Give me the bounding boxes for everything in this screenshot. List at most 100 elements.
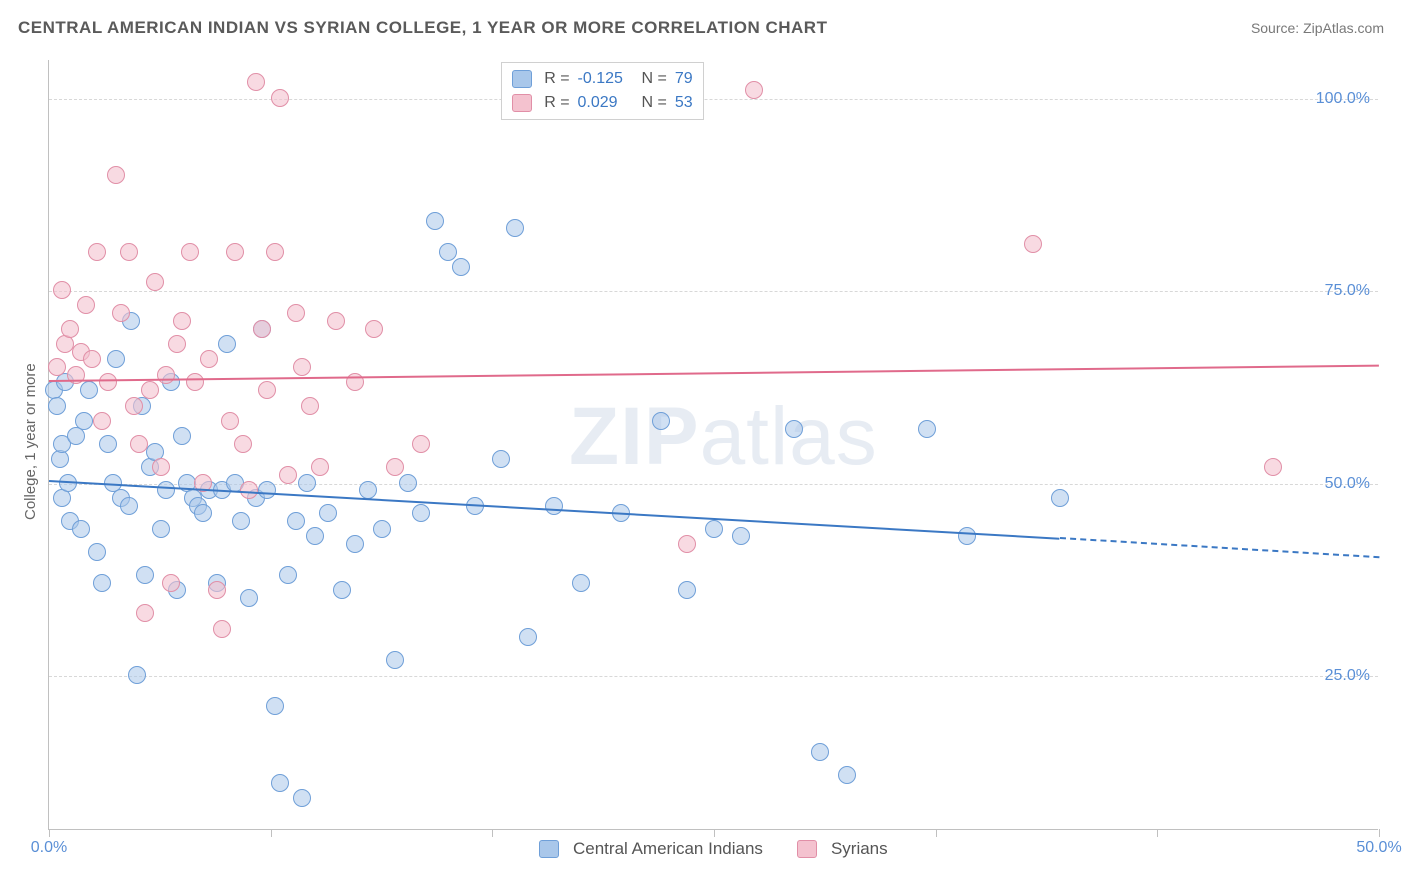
data-point bbox=[157, 481, 175, 499]
data-point bbox=[333, 581, 351, 599]
x-tick bbox=[271, 829, 272, 837]
data-point bbox=[200, 350, 218, 368]
y-tick-label: 25.0% bbox=[1325, 667, 1370, 685]
data-point bbox=[120, 243, 138, 261]
data-point bbox=[136, 566, 154, 584]
data-point bbox=[112, 304, 130, 322]
data-point bbox=[240, 589, 258, 607]
y-axis-label: College, 1 year or more bbox=[22, 363, 39, 520]
x-tick bbox=[1157, 829, 1158, 837]
data-point bbox=[426, 212, 444, 230]
y-tick-label: 100.0% bbox=[1316, 90, 1370, 108]
data-point bbox=[77, 296, 95, 314]
series-legend: Central American IndiansSyrians bbox=[539, 839, 912, 859]
x-tick-label: 50.0% bbox=[1356, 839, 1401, 857]
data-point bbox=[492, 450, 510, 468]
data-point bbox=[186, 373, 204, 391]
data-point bbox=[80, 381, 98, 399]
data-point bbox=[958, 527, 976, 545]
data-point bbox=[107, 166, 125, 184]
data-point bbox=[234, 435, 252, 453]
y-tick-label: 75.0% bbox=[1325, 282, 1370, 300]
data-point bbox=[293, 789, 311, 807]
data-point bbox=[506, 219, 524, 237]
data-point bbox=[162, 574, 180, 592]
data-point bbox=[652, 412, 670, 430]
data-point bbox=[48, 358, 66, 376]
data-point bbox=[838, 766, 856, 784]
x-tick bbox=[1379, 829, 1380, 837]
n-label: N = bbox=[642, 91, 667, 115]
data-point bbox=[51, 450, 69, 468]
data-point bbox=[918, 420, 936, 438]
data-point bbox=[208, 581, 226, 599]
data-point bbox=[93, 412, 111, 430]
data-point bbox=[271, 774, 289, 792]
data-point bbox=[72, 520, 90, 538]
r-value: -0.125 bbox=[578, 67, 634, 91]
watermark: ZIPatlas bbox=[569, 390, 878, 484]
data-point bbox=[146, 273, 164, 291]
legend-label: Central American Indians bbox=[573, 839, 763, 859]
data-point bbox=[247, 73, 265, 91]
trend-line bbox=[1060, 537, 1379, 558]
data-point bbox=[412, 504, 430, 522]
r-label: R = bbox=[544, 67, 569, 91]
chart-title: CENTRAL AMERICAN INDIAN VS SYRIAN COLLEG… bbox=[18, 18, 827, 38]
n-value: 53 bbox=[675, 91, 693, 115]
data-point bbox=[452, 258, 470, 276]
data-point bbox=[125, 397, 143, 415]
correlation-legend: R =-0.125N =79R =0.029N =53 bbox=[501, 62, 703, 120]
n-value: 79 bbox=[675, 67, 693, 91]
data-point bbox=[218, 335, 236, 353]
data-point bbox=[359, 481, 377, 499]
data-point bbox=[232, 512, 250, 530]
data-point bbox=[399, 474, 417, 492]
x-tick bbox=[49, 829, 50, 837]
data-point bbox=[99, 373, 117, 391]
r-label: R = bbox=[544, 91, 569, 115]
data-point bbox=[811, 743, 829, 761]
data-point bbox=[99, 435, 117, 453]
data-point bbox=[53, 489, 71, 507]
source-attribution: Source: ZipAtlas.com bbox=[1251, 20, 1384, 36]
data-point bbox=[266, 243, 284, 261]
data-point bbox=[61, 320, 79, 338]
data-point bbox=[306, 527, 324, 545]
trend-line bbox=[49, 364, 1379, 381]
data-point bbox=[213, 620, 231, 638]
data-point bbox=[279, 466, 297, 484]
data-point bbox=[346, 535, 364, 553]
data-point bbox=[48, 397, 66, 415]
data-point bbox=[1264, 458, 1282, 476]
data-point bbox=[173, 312, 191, 330]
data-point bbox=[1051, 489, 1069, 507]
r-value: 0.029 bbox=[578, 91, 634, 115]
gridline-h bbox=[49, 676, 1378, 677]
data-point bbox=[107, 350, 125, 368]
data-point bbox=[271, 89, 289, 107]
data-point bbox=[732, 527, 750, 545]
data-point bbox=[745, 81, 763, 99]
legend-swatch bbox=[797, 840, 817, 858]
data-point bbox=[287, 304, 305, 322]
data-point bbox=[327, 312, 345, 330]
gridline-h bbox=[49, 291, 1378, 292]
data-point bbox=[88, 243, 106, 261]
x-tick bbox=[936, 829, 937, 837]
data-point bbox=[253, 320, 271, 338]
data-point bbox=[373, 520, 391, 538]
data-point bbox=[439, 243, 457, 261]
legend-row: R =-0.125N =79 bbox=[512, 67, 692, 91]
data-point bbox=[226, 243, 244, 261]
data-point bbox=[88, 543, 106, 561]
data-point bbox=[545, 497, 563, 515]
x-tick bbox=[492, 829, 493, 837]
data-point bbox=[75, 412, 93, 430]
data-point bbox=[386, 651, 404, 669]
data-point bbox=[136, 604, 154, 622]
legend-swatch bbox=[512, 94, 532, 112]
data-point bbox=[141, 381, 159, 399]
data-point bbox=[168, 335, 186, 353]
data-point bbox=[130, 435, 148, 453]
